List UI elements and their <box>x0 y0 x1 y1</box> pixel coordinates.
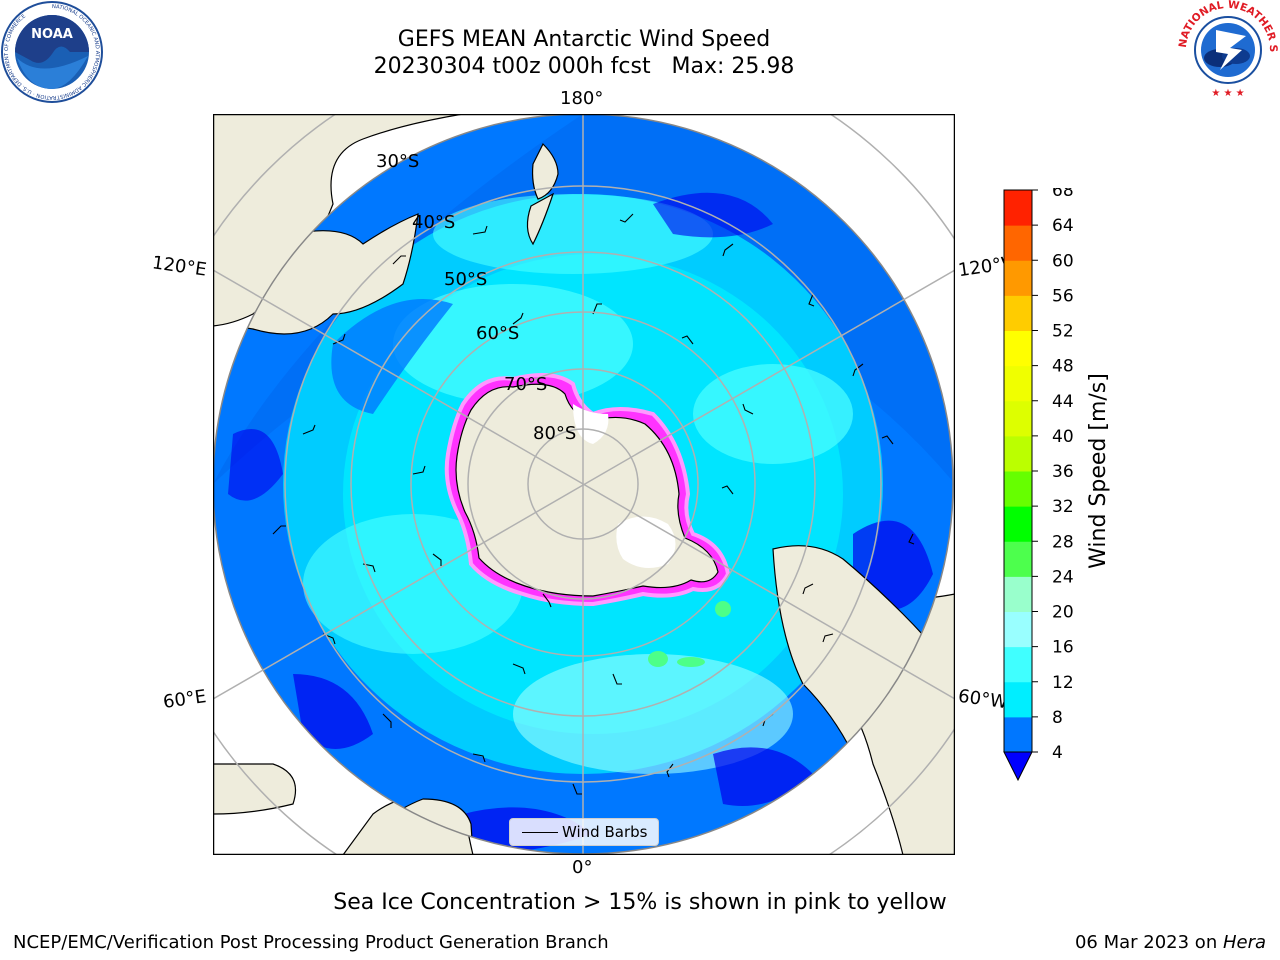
colorbar-segment <box>1004 541 1032 577</box>
colorbar-segment <box>1004 365 1032 402</box>
colorbar-segment <box>1004 681 1032 718</box>
colorbar-extend-triangle <box>1003 751 1033 782</box>
lat-label-80s: 80°S <box>533 423 577 444</box>
colorbar-segment <box>1004 576 1032 612</box>
title-line-2: 20230304 t00z 000h fcst Max: 25.98 <box>373 54 795 79</box>
svg-text:★ ★ ★: ★ ★ ★ <box>1211 88 1244 99</box>
map-frame <box>213 114 955 855</box>
lat-label-70s: 70°S <box>504 374 548 395</box>
graticule <box>213 114 955 855</box>
colorbar-tick-label: 24 <box>1052 567 1074 587</box>
colorbar-tick-label: 52 <box>1052 322 1074 342</box>
lat-label-30s: 30°S <box>376 151 420 172</box>
colorbar-segment <box>1004 295 1032 331</box>
lat-label-60s: 60°S <box>476 323 520 344</box>
colorbar-segment <box>1004 400 1032 437</box>
colorbar-tick-label: 48 <box>1052 357 1074 377</box>
colorbar-segment <box>1004 506 1032 542</box>
colorbar-tick-label: 40 <box>1052 427 1074 447</box>
colorbar-segment <box>1004 471 1032 507</box>
colorbar-tick-label: 28 <box>1052 532 1074 552</box>
title-line-1: GEFS MEAN Antarctic Wind Speed <box>397 27 771 52</box>
colorbar-segment <box>1004 646 1032 683</box>
colorbar-tick-label: 4 <box>1052 743 1063 763</box>
noaa-logo-icon: NOAA NATIONAL OCEANIC AND ATMOSPHERIC AD… <box>1 1 103 103</box>
colorbar-tick-label: 60 <box>1052 251 1074 271</box>
lat-label-40s: 40°S <box>412 212 456 233</box>
colorbar-tick-label: 56 <box>1052 286 1074 306</box>
colorbar-segment <box>1004 435 1032 472</box>
colorbar-tick-label: 64 <box>1052 216 1074 236</box>
colorbar-tick-label: 44 <box>1052 392 1074 412</box>
colorbar-tick-label: 36 <box>1052 462 1074 482</box>
lat-label-50s: 50°S <box>444 269 488 290</box>
nws-logo-icon: NATIONAL WEATHER SERVICE ★ ★ ★ <box>1176 0 1279 99</box>
colorbar-segment <box>1004 716 1032 753</box>
lon-label-bottom: 0° <box>572 857 593 878</box>
colorbar-label: Wind Speed [m/s] <box>1086 373 1111 569</box>
colorbar-tick-label: 12 <box>1052 673 1074 693</box>
colorbar-tick-label: 68 <box>1052 188 1074 201</box>
lon-label-120e: 120°E <box>150 252 208 281</box>
colorbar-segment <box>1004 330 1032 367</box>
colorbar-tick-label: 32 <box>1052 497 1074 517</box>
map-legend: Wind Barbs <box>509 818 659 846</box>
colorbar-tick-label: 20 <box>1052 603 1074 623</box>
colorbar-segment <box>1004 225 1032 261</box>
footer-org: NCEP/EMC/Verification Post Processing Pr… <box>13 932 609 953</box>
polar-map <box>213 114 955 855</box>
lon-label-top: 180° <box>560 88 604 109</box>
colorbar-segment <box>1004 260 1032 296</box>
sea-ice-footnote: Sea Ice Concentration > 15% is shown in … <box>333 890 947 915</box>
colorbar-tick-label: 16 <box>1052 638 1074 658</box>
wind-barb-legend-line <box>522 832 558 833</box>
colorbar-tick-label: 8 <box>1052 708 1063 728</box>
footer-date-text: 06 Mar 2023 on <box>1074 932 1223 953</box>
footer-machine: Hera <box>1222 932 1266 953</box>
colorbar-segment <box>1004 611 1032 648</box>
legend-label: Wind Barbs <box>562 823 648 841</box>
lon-label-60e: 60°E <box>161 686 208 713</box>
noaa-logo-text: NOAA <box>31 27 73 42</box>
colorbar-segment <box>1004 190 1032 226</box>
footer-date: 06 Mar 2023 on Hera <box>1075 932 1266 953</box>
